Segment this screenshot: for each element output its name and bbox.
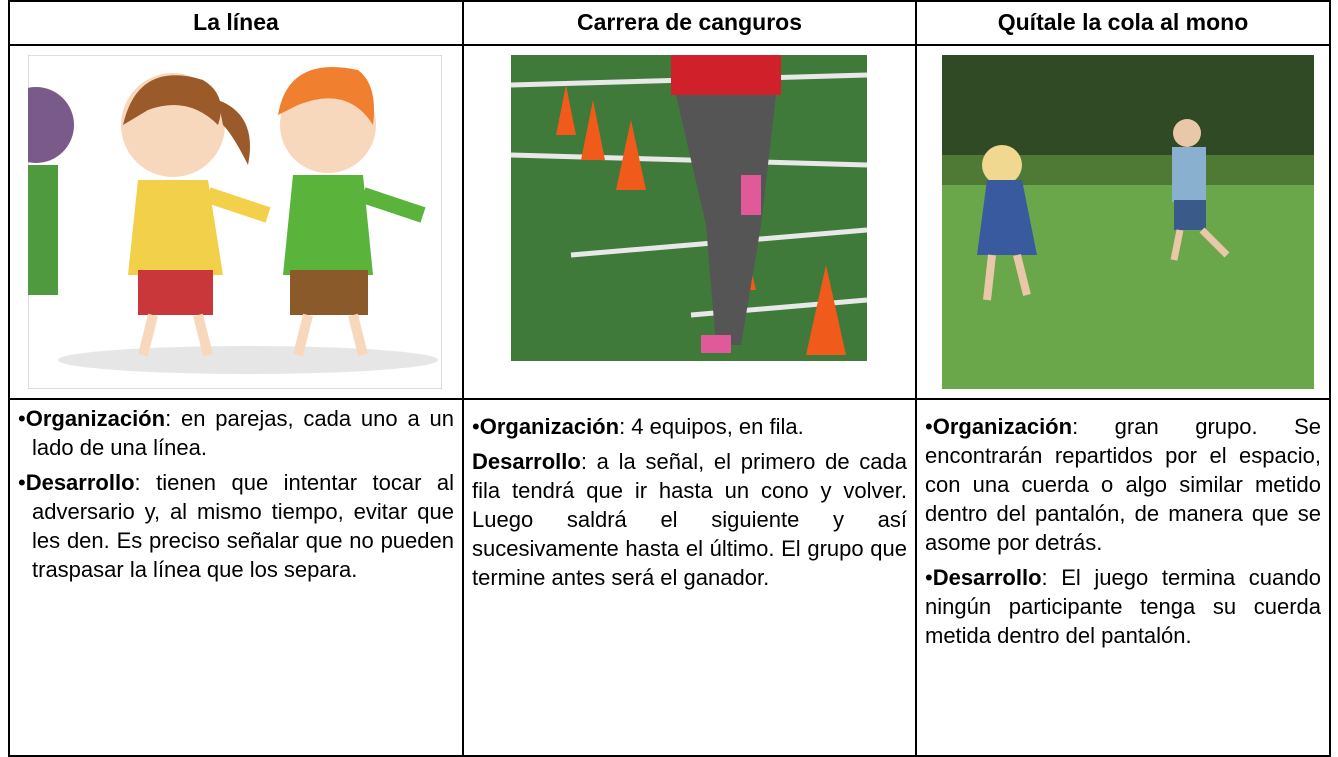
paragraph: •Desarrollo: tienen que intentar tocar a… — [18, 468, 454, 584]
paragraph: •Organización: en parejas, cada uno a un… — [18, 404, 454, 462]
label: Desarrollo — [932, 565, 1042, 590]
header-cell: Carrera de canguros — [462, 0, 917, 46]
text-cell: •Organización: gran grupo. Se encontrará… — [915, 398, 1331, 757]
column-title: Carrera de canguros — [577, 9, 802, 35]
text-cell: •Organización: en parejas, cada uno a un… — [8, 398, 464, 757]
text-cell: •Organización: 4 equipos, en fila. Desar… — [462, 398, 917, 757]
label: Organización — [479, 414, 620, 439]
paragraph: Desarrollo: a la señal, el primero de ca… — [472, 447, 907, 592]
label: Desarrollo — [472, 449, 581, 474]
label: Organización — [932, 414, 1073, 439]
image-cell — [915, 44, 1331, 400]
paragraph: •Desarrollo: El juego termina cuando nin… — [925, 563, 1321, 650]
text: : gran grupo. Se encontrarán repartidos … — [925, 414, 1321, 555]
park-photo — [942, 55, 1314, 389]
column-title: La línea — [193, 9, 279, 35]
text: : El juego termina cuando ningún partici… — [925, 565, 1321, 648]
label: Desarrollo — [25, 470, 135, 495]
text: : en parejas, cada uno a un lado de una … — [32, 406, 454, 460]
bullet: • — [925, 414, 933, 439]
paragraph: •Organización: gran grupo. Se encontrará… — [925, 412, 1321, 557]
bullet: • — [18, 406, 26, 431]
text: : tienen que intentar tocar al adversari… — [32, 470, 454, 582]
bullet: • — [18, 470, 26, 495]
field-photo — [511, 55, 867, 361]
label: Organización — [25, 406, 166, 431]
image-cell — [462, 44, 917, 400]
kids-illustration — [28, 55, 442, 389]
header-cell: Quítale la cola al mono — [915, 0, 1331, 46]
image-cell — [8, 44, 464, 400]
column-title: Quítale la cola al mono — [997, 9, 1249, 35]
text: : 4 equipos, en fila. — [619, 414, 804, 439]
paragraph: •Organización: 4 equipos, en fila. — [472, 412, 907, 441]
bullet: • — [472, 414, 480, 439]
header-cell: La línea — [8, 0, 464, 46]
bullet: • — [925, 565, 933, 590]
text: : a la señal, el primero de cada fila te… — [472, 449, 907, 590]
